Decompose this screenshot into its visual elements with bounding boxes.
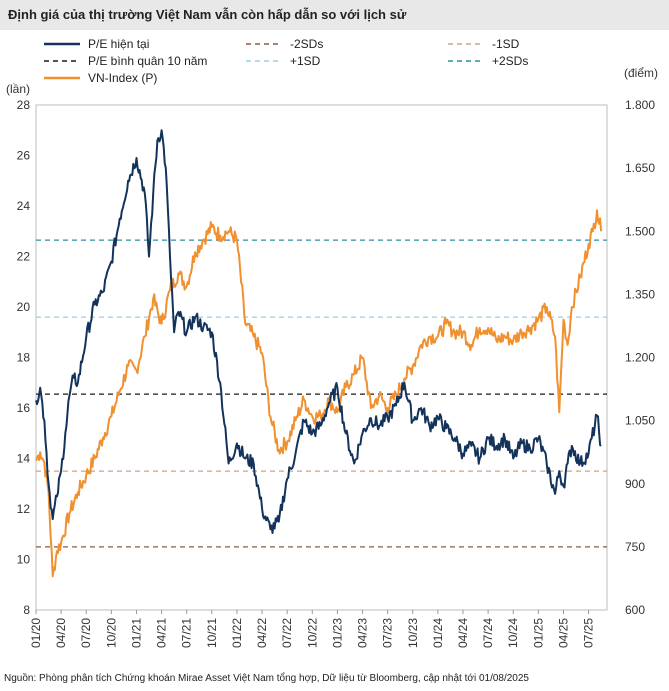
left-tick-label: 18 — [17, 351, 31, 365]
legend-label-pe: P/E hiện tại — [88, 37, 149, 51]
right-tick-label: 1.800 — [625, 98, 655, 112]
legend-label-mean: P/E bình quân 10 năm — [88, 54, 207, 68]
legend-label-minus_sd: -1SD — [492, 37, 520, 51]
plot-frame — [35, 104, 608, 611]
x-tick-label: 01/23 — [330, 618, 344, 648]
left-tick-label: 24 — [17, 199, 31, 213]
left-tick-label: 22 — [17, 250, 31, 264]
left-tick-label: 16 — [17, 401, 31, 415]
right-tick-label: 1.350 — [625, 287, 655, 301]
legend: P/E hiện tại -2SDs -1SD P/E bình quân 10 nă… — [44, 37, 528, 85]
x-tick-label: 10/22 — [305, 618, 319, 648]
legend-label-plus_sd: +1SD — [290, 54, 321, 68]
x-tick-label: 07/25 — [582, 618, 596, 648]
legend-label-vnindex: VN-Index (P) — [88, 71, 157, 85]
series-vnindex — [35, 209, 603, 578]
legend-label-plus_2sd: +2SDs — [492, 54, 528, 68]
left-tick-label: 20 — [17, 300, 31, 314]
x-tick-label: 01/24 — [431, 618, 445, 648]
chart-title: Định giá của thị trường Việt Nam vẫn còn… — [8, 7, 407, 22]
x-tick-label: 01/22 — [230, 618, 244, 648]
title-bar: Định giá của thị trường Việt Nam vẫn còn… — [0, 0, 669, 30]
right-tick-label: 600 — [625, 603, 645, 617]
right-tick-label: 1.050 — [625, 414, 655, 428]
x-tick-label: 01/21 — [129, 618, 143, 648]
x-tick-label: 04/21 — [155, 618, 169, 648]
x-tick-label: 07/22 — [280, 618, 294, 648]
right-tick-label: 750 — [625, 540, 645, 554]
right-tick-label: 1.500 — [625, 224, 655, 238]
plot-area: 8 10 12 14 16 18 20 22 24 26 28 600 750 900 1.050 1.200… — [17, 98, 656, 648]
x-tick-label: 10/21 — [205, 618, 219, 648]
left-tick-label: 14 — [17, 452, 31, 466]
right-tick-label: 1.200 — [625, 351, 655, 365]
source-footer: Nguồn: Phòng phân tích Chứng khoán Mirae… — [4, 673, 529, 684]
left-tick-label: 12 — [17, 502, 31, 516]
x-tick-label: 04/22 — [255, 618, 269, 648]
x-tick-label: 07/20 — [79, 618, 93, 648]
x-tick-label: 01/25 — [531, 618, 545, 648]
series-pe — [35, 129, 602, 534]
left-axis-label: (lần) — [6, 82, 30, 96]
x-tick-label: 04/20 — [54, 618, 68, 648]
x-tick-label: 07/21 — [180, 618, 194, 648]
legend-label-minus_2sd: -2SDs — [290, 37, 323, 51]
left-tick-label: 28 — [17, 98, 31, 112]
right-tick-label: 900 — [625, 477, 645, 491]
left-tick-label: 26 — [17, 149, 31, 163]
x-tick-label: 04/23 — [356, 618, 370, 648]
x-tick-label: 01/20 — [29, 618, 43, 648]
chart: P/E hiện tại -2SDs -1SD P/E bình quân 10 nă… — [6, 37, 658, 648]
axis-labels: (lần) (điểm) — [6, 66, 658, 96]
x-tick-label: 07/23 — [381, 618, 395, 648]
x-tick-label: 07/24 — [481, 618, 495, 648]
left-tick-label: 8 — [23, 603, 30, 617]
right-axis-label: (điểm) — [624, 66, 658, 80]
x-tick-label: 10/24 — [506, 618, 520, 648]
x-tick-label: 04/24 — [456, 618, 470, 648]
left-tick-label: 10 — [17, 553, 31, 567]
x-tick-label: 10/20 — [104, 618, 118, 648]
x-tick-label: 04/25 — [556, 618, 570, 648]
x-tick-label: 10/23 — [406, 618, 420, 648]
right-tick-label: 1.650 — [625, 161, 655, 175]
